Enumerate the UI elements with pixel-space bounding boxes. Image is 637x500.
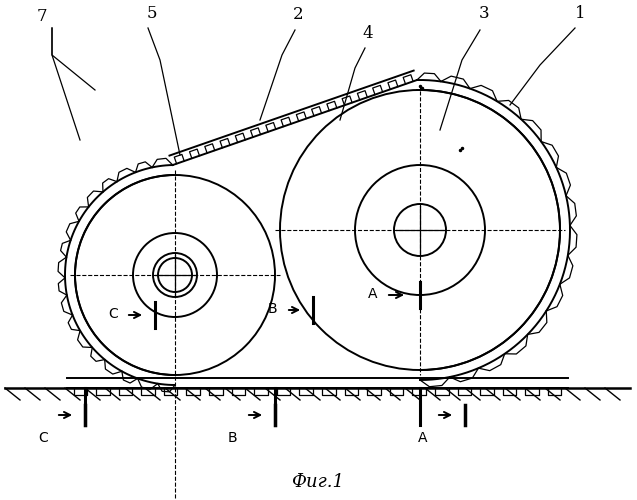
Text: 3: 3 [478,5,489,22]
Text: 1: 1 [575,5,585,22]
Text: Фиг.1: Фиг.1 [292,473,345,491]
Text: C: C [108,307,118,321]
Text: 5: 5 [147,5,157,22]
Text: B: B [228,431,238,445]
Text: 2: 2 [292,6,303,23]
Text: A: A [368,287,378,301]
Text: 7: 7 [36,8,47,25]
Text: A: A [418,431,427,445]
Text: 4: 4 [362,25,373,42]
Text: B: B [268,302,278,316]
Text: C: C [38,431,48,445]
